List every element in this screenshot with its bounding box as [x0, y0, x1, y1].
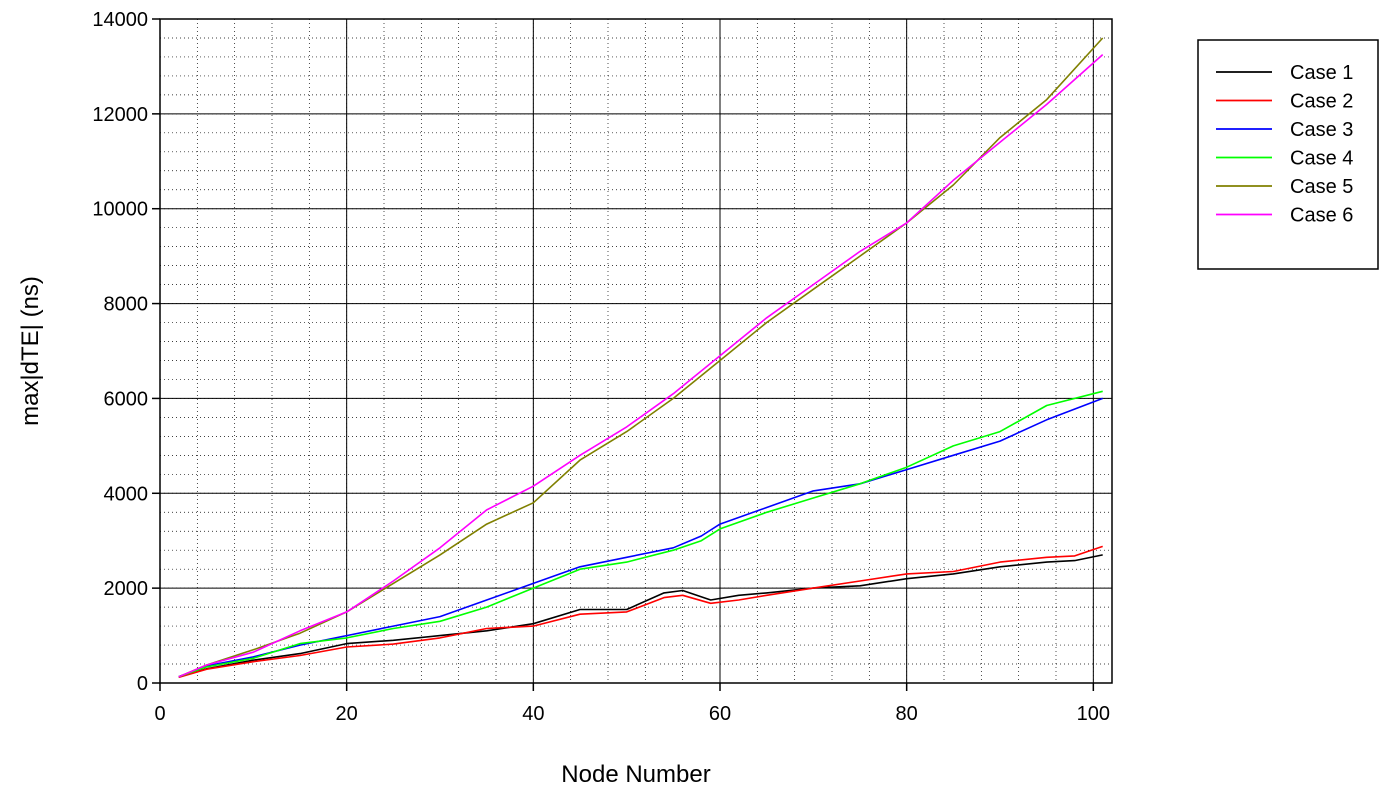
series-layer	[178, 37, 1104, 679]
x-tick-label: 0	[154, 703, 165, 725]
y-tick-label: 6000	[104, 388, 149, 410]
series-line-case-1	[178, 554, 1103, 678]
plot-frame	[159, 18, 1113, 684]
legend-item-case-3: Case 3	[1216, 119, 1353, 141]
y-tick-label: 10000	[92, 199, 148, 221]
legend-label: Case 3	[1290, 119, 1353, 141]
y-axis-title: max|dTE| (ns)	[17, 276, 44, 426]
legend-label: Case 4	[1290, 148, 1353, 170]
minor-grid	[159, 18, 1112, 684]
x-tick-label: 60	[709, 703, 731, 725]
x-tick-label: 100	[1077, 703, 1110, 725]
y-tick-label: 4000	[104, 483, 149, 505]
legend-item-case-1: Case 1	[1216, 62, 1353, 84]
y-tick-label: 8000	[104, 294, 149, 316]
series-line-case-6	[178, 54, 1104, 678]
legend-items: Case 1 Case 2 Case 3 Case 4 Case 5 Case 6	[1216, 62, 1353, 227]
legend-box	[1197, 39, 1379, 270]
series-line-case-4	[178, 390, 1103, 678]
y-tick-label: 12000	[92, 104, 148, 126]
series-line-case-5	[178, 37, 1104, 678]
legend-item-case-5: Case 5	[1216, 176, 1353, 198]
legend: Case 1 Case 2 Case 3 Case 4 Case 5 Case 6	[1197, 39, 1379, 270]
y-tick-label: 0	[137, 673, 148, 695]
legend-label: Case 5	[1290, 176, 1353, 198]
x-tick-label: 20	[336, 703, 358, 725]
y-axis-ticks: 0 2000 4000 6000 8000 10000 12000 14000	[92, 9, 160, 695]
legend-item-case-6: Case 6	[1216, 205, 1353, 227]
legend-label: Case 6	[1290, 205, 1353, 227]
series-line-case-3	[178, 397, 1103, 678]
legend-item-case-2: Case 2	[1216, 91, 1353, 113]
legend-label: Case 2	[1290, 91, 1353, 113]
major-grid	[159, 18, 1112, 684]
y-tick-label: 2000	[104, 578, 149, 600]
legend-item-case-4: Case 4	[1216, 148, 1353, 170]
series-line-case-2	[178, 545, 1103, 679]
y-tick-label: 14000	[92, 9, 148, 31]
x-tick-label: 40	[522, 703, 544, 725]
x-axis-title: Node Number	[561, 761, 710, 788]
legend-label: Case 1	[1290, 62, 1353, 84]
x-axis-ticks: 0 20 40 60 80 100	[154, 683, 1110, 725]
x-tick-label: 80	[896, 703, 918, 725]
